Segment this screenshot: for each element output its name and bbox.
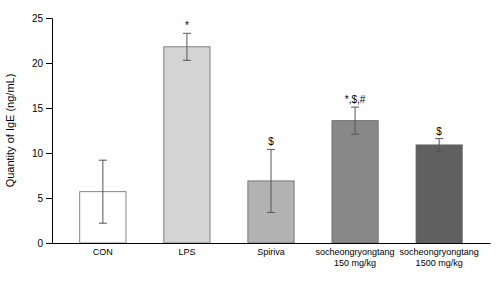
error-bar-line <box>351 107 359 134</box>
x-tick-label: socheongryongtang1500 mg/kg <box>400 247 479 267</box>
bar <box>164 47 210 243</box>
x-tick: CON <box>93 247 113 257</box>
x-tick: socheongryongtang150 mg/kg <box>316 247 395 267</box>
x-tick-label: socheongryongtang150 mg/kg <box>316 247 395 267</box>
y-tick: 15 <box>32 103 52 114</box>
y-axis: 0 5 10 15 20 25 <box>32 13 53 249</box>
error-bar <box>99 160 107 223</box>
y-tick-mark <box>46 243 52 244</box>
error-bar-line <box>183 33 191 60</box>
error-bar-line <box>99 160 107 223</box>
y-axis-title: Quantity of IgE (ng/mL) <box>4 74 16 188</box>
y-tick: 10 <box>32 148 52 159</box>
y-tick-label: 0 <box>37 238 43 249</box>
bar <box>416 145 462 243</box>
y-tick-mark <box>46 63 52 64</box>
y-tick: 5 <box>37 193 52 204</box>
error-bar-line <box>267 149 275 212</box>
y-tick: 25 <box>32 13 52 24</box>
y-tick-label: 15 <box>32 103 44 114</box>
y-tick-mark <box>46 198 52 199</box>
y-tick: 20 <box>32 58 52 69</box>
annotation: $ <box>436 126 442 137</box>
error-bar <box>435 139 443 152</box>
error-bar-line <box>435 139 443 152</box>
x-tick-label: CON <box>93 247 113 257</box>
x-tick-label: Spiriva <box>257 247 285 257</box>
y-tick-label: 20 <box>32 58 44 69</box>
y-tick-mark <box>46 18 52 19</box>
bar <box>332 121 378 243</box>
y-tick-label: 25 <box>32 13 44 24</box>
y-tick-label: 5 <box>37 193 43 204</box>
y-tick-mark <box>46 108 52 109</box>
annotation: *,$,# <box>345 94 366 105</box>
x-tick: Spiriva <box>257 247 285 257</box>
y-tick: 0 <box>37 238 52 249</box>
annotation: * <box>185 20 189 31</box>
error-bar <box>351 107 359 134</box>
y-tick-label: 10 <box>32 148 44 159</box>
error-bar <box>267 149 275 212</box>
error-bar <box>183 33 191 60</box>
marks <box>80 33 463 243</box>
x-tick: socheongryongtang1500 mg/kg <box>400 247 479 267</box>
annotations: * $ *,$,# $ <box>185 20 442 147</box>
plot: 0 5 10 15 20 25 CON LPS Spiriva socheongryongtang… <box>4 13 491 268</box>
y-axis-line <box>46 19 53 244</box>
annotation: $ <box>268 136 274 147</box>
x-axis-line <box>53 243 491 244</box>
x-tick-label: LPS <box>178 247 195 257</box>
x-axis: CON LPS Spiriva socheongryongtang150 mg/kgs… <box>53 244 491 268</box>
chart: 0 5 10 15 20 25 CON LPS Spiriva socheongryongtang… <box>0 0 500 281</box>
x-tick: LPS <box>178 247 195 257</box>
y-tick-mark <box>46 153 52 154</box>
